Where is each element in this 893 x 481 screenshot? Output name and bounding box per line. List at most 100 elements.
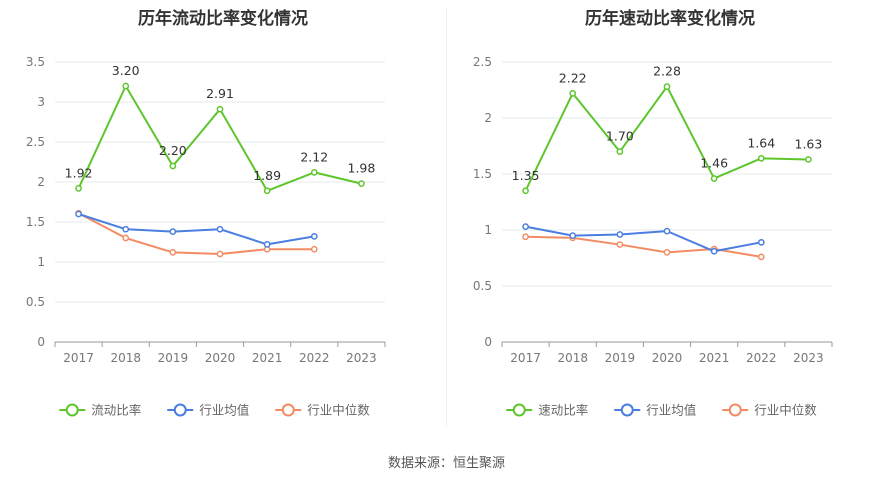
x-tick-label: 2018 — [110, 351, 141, 365]
data-point — [310, 245, 318, 253]
legend-marker — [173, 403, 187, 417]
y-tick-label: 1 — [37, 255, 45, 269]
data-point — [169, 162, 177, 170]
quick-ratio-panel: 历年速动比率变化情况 0 0.5 1 1.5 2 2.5 2017 2018 2019 2020 2… — [447, 0, 893, 440]
data-point — [757, 238, 765, 246]
data-point — [569, 90, 577, 97]
data-label: 1.63 — [795, 136, 823, 151]
y-tick-label: 0 — [484, 335, 492, 349]
data-label: 1.92 — [65, 165, 93, 180]
data-point — [263, 241, 271, 248]
x-tick-label: 2023 — [793, 351, 824, 365]
data-point — [122, 82, 130, 90]
x-tick-label: 2022 — [746, 351, 777, 365]
data-point — [663, 83, 671, 90]
data-point — [805, 156, 812, 163]
data-label: 1.35 — [512, 168, 540, 183]
data-label: 1.89 — [253, 168, 281, 183]
data-label: 1.98 — [348, 161, 376, 176]
series-line — [525, 225, 762, 253]
data-point — [358, 180, 365, 187]
legend-label: 行业中位数 — [307, 403, 370, 418]
data-point — [663, 249, 671, 256]
data-label: 1.64 — [747, 135, 775, 150]
data-label: 2.12 — [300, 149, 328, 164]
data-point — [616, 231, 624, 238]
y-tick-label: 1.5 — [26, 215, 45, 229]
data-point — [216, 225, 224, 233]
x-tick-label: 2018 — [557, 351, 588, 365]
y-tick-label: 3 — [37, 95, 45, 109]
y-tick-label: 1 — [484, 223, 492, 237]
legend-marker — [512, 403, 526, 417]
x-tick-label: 2022 — [299, 351, 330, 365]
legend-marker — [65, 403, 79, 417]
x-tick-label: 2019 — [605, 351, 636, 365]
y-tick-label: 0.5 — [26, 295, 45, 309]
legend-marker — [728, 403, 742, 417]
x-tick-label: 2020 — [652, 351, 683, 365]
data-point — [663, 227, 671, 235]
data-label: 1.46 — [700, 155, 728, 170]
x-tick-label: 2021 — [252, 351, 283, 365]
data-point — [263, 187, 271, 195]
current-ratio-chart: 0 0.5 1 1.5 2 2.5 3 3.5 2017 2018 2019 2020 2021 2022… — [26, 55, 386, 418]
data-label: 2.20 — [159, 143, 187, 158]
legend-label: 速动比率 — [538, 403, 588, 418]
data-point — [710, 175, 718, 182]
x-tick-label: 2023 — [346, 351, 377, 365]
y-tick-label: 0.5 — [473, 279, 492, 293]
y-tick-label: 1.5 — [473, 167, 492, 181]
legend-marker — [281, 403, 295, 417]
y-tick-label: 0 — [37, 335, 45, 349]
data-label: 2.22 — [559, 70, 587, 85]
data-label: 3.20 — [112, 63, 140, 78]
series-line — [525, 235, 762, 258]
data-point — [616, 241, 624, 248]
data-point — [310, 169, 318, 176]
legend-label: 行业中位数 — [754, 403, 817, 418]
data-point — [522, 223, 529, 230]
quick-ratio-chart: 0 0.5 1 1.5 2 2.5 2017 2018 2019 2020 2021 2022 2023… — [473, 55, 833, 418]
data-point — [169, 249, 177, 256]
y-tick-label: 2 — [484, 111, 492, 125]
y-tick-label: 2.5 — [26, 135, 45, 149]
x-tick-label: 2017 — [510, 351, 541, 365]
data-point — [122, 234, 130, 242]
data-label: 1.70 — [606, 129, 634, 144]
data-source: 数据来源：恒生聚源 — [387, 456, 505, 471]
panel-divider — [446, 8, 447, 426]
legend-label: 行业均值 — [199, 403, 249, 418]
data-point — [757, 253, 765, 261]
data-point — [169, 228, 177, 235]
data-label: 2.28 — [653, 64, 681, 79]
data-point — [216, 105, 224, 113]
data-label: 2.91 — [206, 86, 234, 101]
x-tick-label: 2017 — [63, 351, 94, 365]
chart-title: 历年流动比率变化情况 — [138, 9, 308, 29]
data-point — [757, 154, 765, 162]
data-point — [522, 187, 529, 195]
current-ratio-panel: 历年流动比率变化情况 0 0.5 1 1.5 2 2.5 3 3.5 2017 2018 2019 2… — [0, 0, 446, 440]
data-point — [122, 225, 130, 233]
data-point — [616, 148, 624, 155]
data-point — [710, 247, 718, 255]
data-point — [310, 233, 318, 240]
data-point — [75, 185, 82, 192]
legend-label: 流动比率 — [91, 403, 141, 418]
series-line — [78, 212, 315, 255]
chart-title: 历年速动比率变化情况 — [585, 9, 755, 29]
data-point — [569, 232, 577, 239]
data-point — [522, 233, 529, 241]
series-line — [78, 213, 315, 246]
data-point — [216, 250, 224, 258]
x-tick-label: 2020 — [205, 351, 236, 365]
y-tick-label: 2 — [37, 175, 45, 189]
x-tick-label: 2019 — [158, 351, 189, 365]
data-point — [75, 210, 82, 218]
legend-label: 行业均值 — [646, 403, 696, 418]
x-tick-label: 2021 — [699, 351, 730, 365]
y-tick-label: 3.5 — [26, 55, 45, 69]
legend-marker — [620, 403, 634, 417]
y-tick-label: 2.5 — [473, 55, 492, 69]
